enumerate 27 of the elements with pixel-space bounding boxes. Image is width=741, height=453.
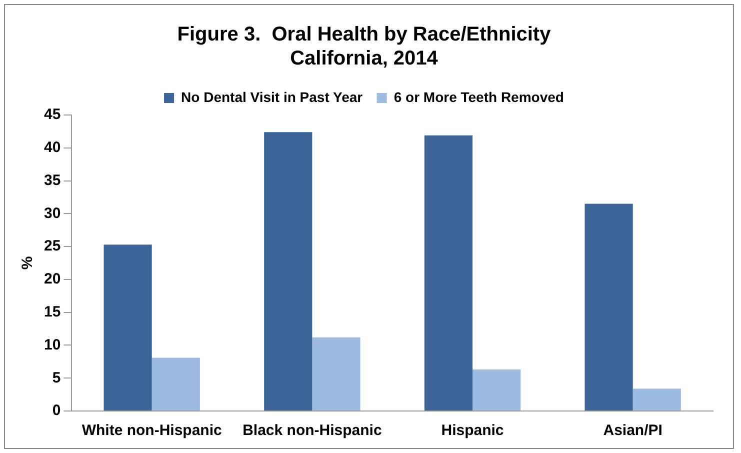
y-tick-label: 20 (44, 270, 61, 288)
y-tick-label: 15 (44, 303, 61, 320)
bar (264, 132, 312, 410)
x-tick-label: Hispanic (441, 422, 504, 440)
bar (584, 204, 633, 410)
bar (104, 244, 152, 410)
x-tick-label: Asian/PI (603, 422, 662, 440)
y-tick-label: 35 (44, 172, 61, 189)
y-tick-label: 30 (44, 204, 61, 222)
x-tick-label: White non-Hispanic (82, 422, 222, 440)
text: Figure 3. Oral Health by Race/Ethnicity (177, 24, 551, 46)
bar (312, 337, 360, 410)
y-tick-label: 40 (44, 139, 61, 156)
bar (152, 358, 200, 410)
legend-label: No Dental Visit in Past Year (181, 88, 364, 105)
bar (424, 135, 473, 410)
y-tick-label: 25 (44, 238, 61, 255)
text: California, 2014 (290, 48, 438, 70)
bar (472, 370, 521, 410)
y-tick-label: 45 (44, 106, 61, 124)
y-tick-label: 10 (44, 336, 61, 354)
y-tick-label: 0 (52, 402, 61, 420)
legend-label: 6 or More Teeth Removed (394, 88, 564, 105)
y-axis-title: % (19, 256, 36, 270)
x-tick-label: Black non-Hispanic (242, 422, 382, 440)
y-tick-label: 5 (52, 369, 61, 386)
bar (632, 388, 681, 410)
